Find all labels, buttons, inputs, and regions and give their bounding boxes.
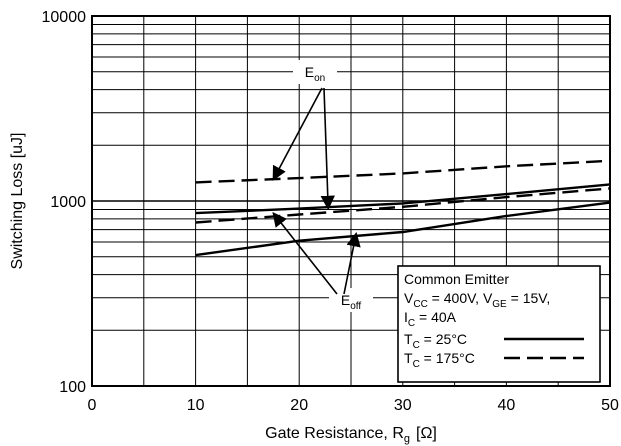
eon-arrow-solid bbox=[320, 87, 335, 211]
series-line-eon-dashed bbox=[195, 159, 611, 184]
y-axis-label: Switching Loss [uJ] bbox=[9, 133, 26, 270]
legend-entry-label: TC = 175°C bbox=[404, 350, 475, 370]
y-tick-label: 10000 bbox=[42, 9, 87, 26]
y-tick-label: 100 bbox=[59, 379, 86, 396]
text-run: E bbox=[341, 292, 350, 308]
text-run: = 25°C bbox=[420, 331, 467, 347]
subscript: C bbox=[408, 318, 415, 329]
text-run: = 175°C bbox=[420, 350, 475, 366]
text-run: T bbox=[404, 350, 413, 366]
legend-line: Common Emitter bbox=[404, 271, 509, 287]
eon-label-background bbox=[293, 60, 337, 84]
subscript: C bbox=[413, 359, 420, 370]
eoff-arrow-dashed bbox=[272, 211, 338, 295]
x-tick-label: 0 bbox=[88, 397, 97, 414]
text-run: V bbox=[404, 290, 414, 306]
legend-entry-label: TC = 25°C bbox=[404, 331, 467, 351]
x-axis-label-main: Gate Resistance, R bbox=[265, 425, 404, 442]
x-tick-label: 10 bbox=[187, 397, 205, 414]
x-axis-label-unit: [Ω] bbox=[416, 425, 437, 442]
x-axis-label-sub: g bbox=[404, 433, 410, 445]
text-run: Common Emitter bbox=[404, 271, 509, 287]
y-tick-label: 1000 bbox=[50, 194, 86, 211]
text-run: = 400V, V bbox=[428, 290, 493, 306]
text-run: I bbox=[404, 309, 408, 325]
subscript: off bbox=[350, 301, 361, 312]
legend-box bbox=[397, 265, 601, 383]
eoff-arrow-solid bbox=[343, 232, 361, 295]
x-tick-label: 20 bbox=[290, 397, 308, 414]
subscript: on bbox=[314, 73, 325, 84]
eoff-label: Eoff bbox=[341, 292, 362, 312]
tick-labels: 0 10 20 30 40 50 100 1000 10000 bbox=[42, 9, 620, 414]
text-run: = 40A bbox=[415, 309, 457, 325]
x-tick-label: 50 bbox=[601, 397, 619, 414]
subscript: C bbox=[413, 340, 420, 351]
text-run: E bbox=[305, 64, 314, 80]
x-tick-label: 40 bbox=[498, 397, 516, 414]
plot-frame bbox=[91, 15, 611, 387]
eon-arrow-dashed bbox=[272, 87, 323, 181]
subscript: GE bbox=[492, 299, 507, 310]
text-run: T bbox=[404, 331, 413, 347]
text-run: = 15V, bbox=[507, 290, 550, 306]
x-tick-label: 30 bbox=[394, 397, 412, 414]
x-axis-label: Gate Resistance, Rg [Ω] bbox=[265, 425, 437, 445]
series-line-eon-solid bbox=[195, 183, 611, 215]
series-lines bbox=[195, 159, 611, 257]
series-line-eoff-solid bbox=[195, 201, 611, 257]
legend-line: IC = 40A bbox=[404, 309, 457, 329]
series-line-eoff-dashed bbox=[195, 187, 611, 224]
subscript: CC bbox=[413, 299, 427, 310]
eon-label: Eon bbox=[305, 64, 325, 84]
legend-line: VCC = 400V, VGE = 15V, bbox=[404, 290, 550, 310]
